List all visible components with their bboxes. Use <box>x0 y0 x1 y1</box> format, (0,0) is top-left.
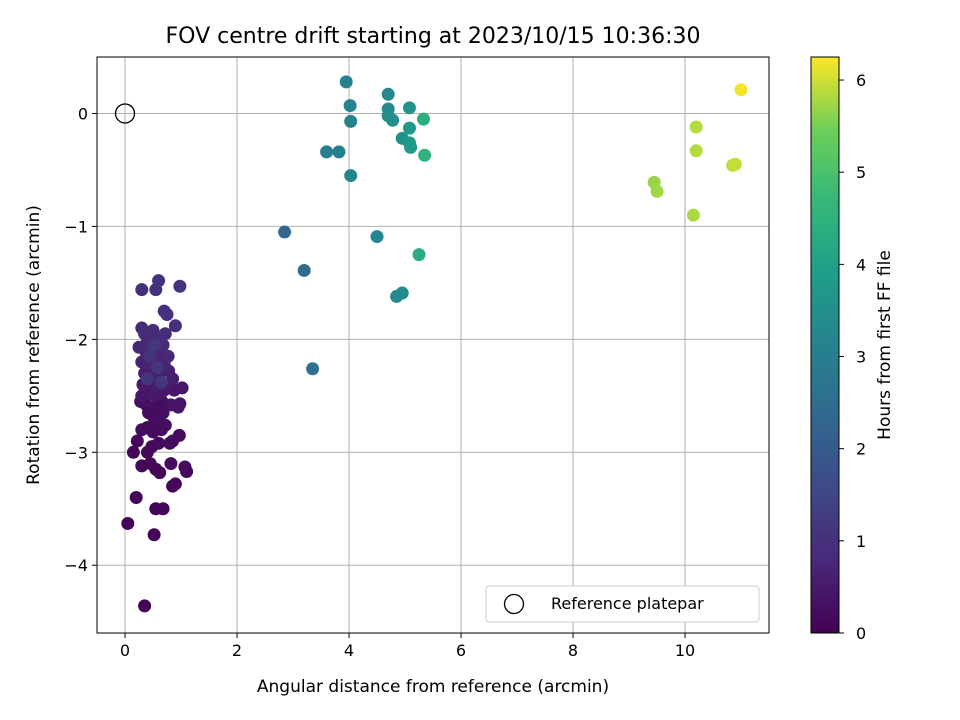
data-point <box>278 225 292 239</box>
x-tick-label: 0 <box>120 641 130 660</box>
data-point <box>686 208 700 222</box>
colorbar-tick-label: 3 <box>856 348 866 367</box>
x-tick-label: 6 <box>456 641 466 660</box>
x-tick-label: 2 <box>232 641 242 660</box>
data-point <box>135 321 149 335</box>
data-point <box>412 248 426 262</box>
data-point <box>156 406 170 420</box>
data-point <box>381 87 395 101</box>
chart-title: FOV centre drift starting at 2023/10/15 … <box>166 24 701 49</box>
data-point <box>168 477 182 491</box>
data-point <box>650 184 664 198</box>
data-point <box>344 114 358 128</box>
grid <box>97 57 769 633</box>
x-axis-label: Angular distance from reference (arcmin) <box>257 677 609 697</box>
data-point <box>130 434 144 448</box>
data-point <box>173 397 187 411</box>
data-point <box>143 349 157 363</box>
data-point <box>339 75 353 89</box>
data-point <box>140 372 154 386</box>
data-point <box>172 428 186 442</box>
legend-box <box>485 585 760 623</box>
y-tick-label: 0 <box>78 104 88 123</box>
data-point <box>306 362 320 376</box>
data-point <box>344 169 358 183</box>
x-tick-label: 8 <box>568 641 578 660</box>
data-point <box>728 157 742 171</box>
data-point <box>418 148 432 162</box>
y-axis-ticks: 0 −1 −2 −3 −4 <box>64 104 97 575</box>
data-point <box>150 361 164 375</box>
colorbar-tick-label: 4 <box>856 255 866 274</box>
data-point <box>138 599 152 613</box>
data-point <box>689 144 703 158</box>
colorbar-tick-label: 2 <box>856 440 866 459</box>
y-tick-label: −4 <box>64 556 88 575</box>
data-point <box>160 308 174 322</box>
colorbar-tick-label: 1 <box>856 532 866 551</box>
data-point <box>126 445 140 459</box>
data-points <box>121 75 748 613</box>
y-axis-label: Rotation from reference (arcmin) <box>24 205 44 485</box>
data-point <box>152 274 166 288</box>
colorbar-tick-label: 0 <box>856 624 866 643</box>
data-point <box>370 230 384 244</box>
data-point <box>147 528 161 542</box>
x-axis-ticks: 0 2 4 6 8 10 <box>120 633 695 660</box>
data-point <box>135 283 149 297</box>
data-point <box>158 327 172 341</box>
colorbar-tick-label: 5 <box>856 163 866 182</box>
data-point <box>402 101 416 115</box>
data-point <box>142 406 156 420</box>
data-point <box>395 286 409 300</box>
data-point <box>156 502 170 516</box>
data-point <box>386 113 400 127</box>
reference-marker-layer <box>114 103 136 124</box>
data-point <box>161 349 175 363</box>
x-tick-label: 4 <box>344 641 354 660</box>
data-point <box>297 263 311 277</box>
data-point <box>146 323 160 337</box>
colorbar-ticks: 0 1 2 3 4 5 6 <box>839 71 866 643</box>
data-point <box>168 319 182 333</box>
data-point <box>152 436 166 450</box>
x-tick-label: 10 <box>675 641 695 660</box>
data-point <box>173 279 187 293</box>
legend-label: Reference platepar <box>551 594 704 613</box>
data-point <box>689 120 703 134</box>
reference-marker <box>114 103 136 124</box>
data-point <box>404 140 418 154</box>
data-point <box>320 145 334 159</box>
y-tick-label: −2 <box>64 330 88 349</box>
data-point <box>164 457 178 471</box>
plot-frame <box>96 56 770 634</box>
data-point <box>129 490 143 504</box>
data-point <box>178 460 192 474</box>
colorbar-tick-label: 6 <box>856 71 866 90</box>
colorbar-label: Hours from first FF file <box>875 250 895 440</box>
data-point <box>121 516 135 530</box>
legend: Reference platepar <box>485 585 760 623</box>
y-tick-label: −3 <box>64 443 88 462</box>
legend-reference-marker <box>503 593 525 615</box>
data-point <box>402 121 416 135</box>
y-tick-label: −1 <box>64 217 88 236</box>
data-point <box>147 338 161 352</box>
data-point <box>416 112 430 126</box>
colorbar-gradient <box>810 56 840 634</box>
colorbar: 0 1 2 3 4 5 6 Hours from first FF file <box>810 56 895 643</box>
data-point <box>153 466 167 480</box>
data-point <box>343 99 357 113</box>
data-point <box>146 425 160 439</box>
data-point <box>332 145 346 159</box>
data-point <box>734 83 748 97</box>
data-point <box>154 375 168 389</box>
data-point <box>156 338 170 352</box>
